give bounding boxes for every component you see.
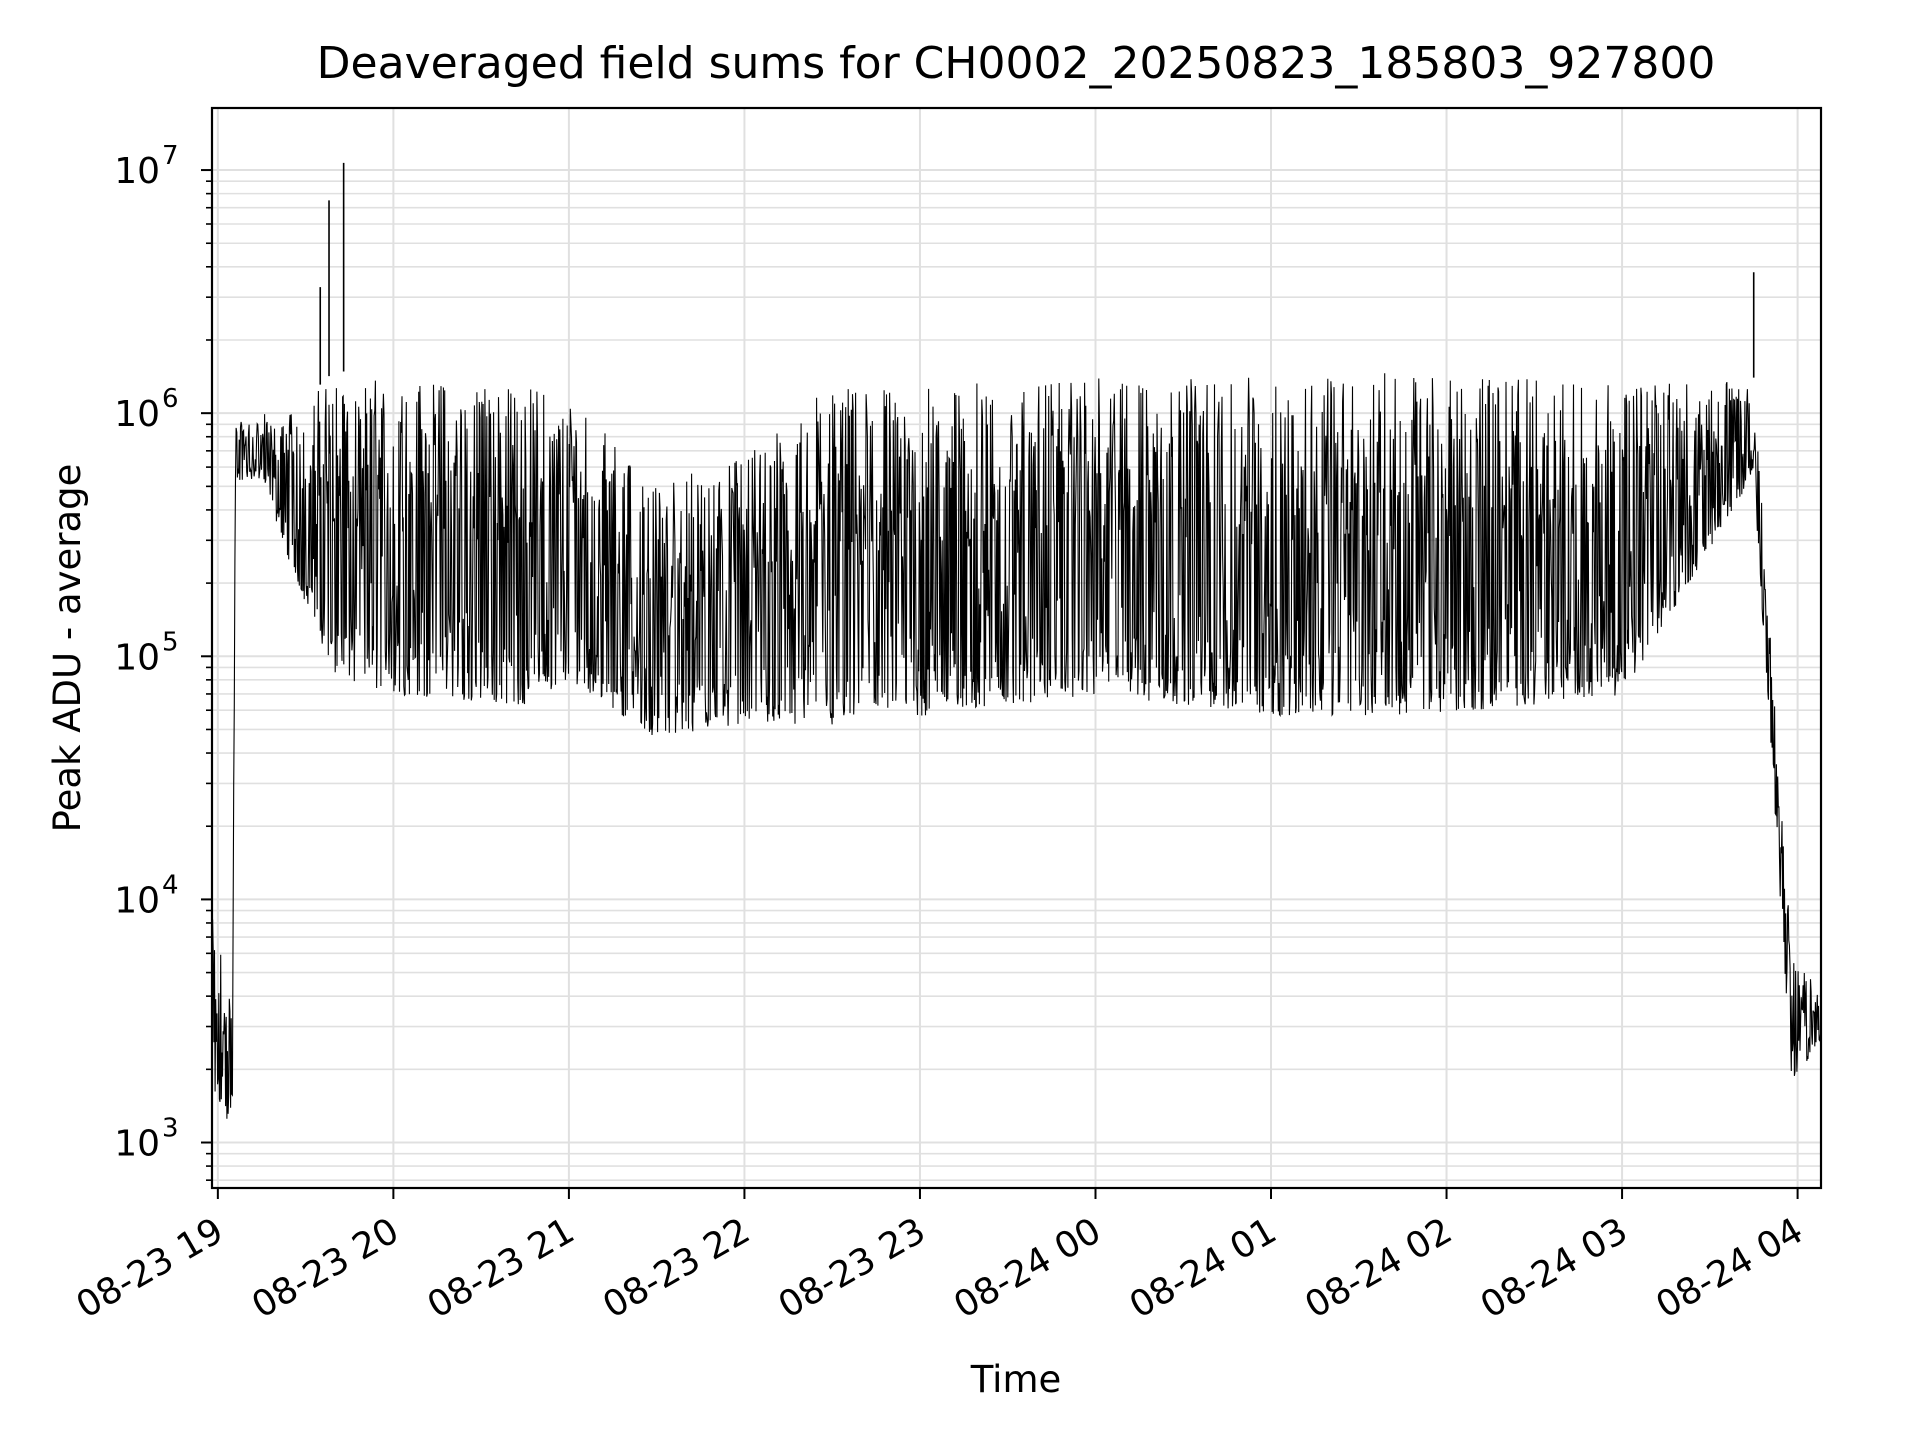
y-tick-label-exponent: 5 bbox=[162, 627, 179, 657]
y-tick-label: 10 bbox=[114, 151, 160, 192]
y-tick-label: 10 bbox=[114, 637, 160, 678]
plot-frame bbox=[210, 106, 1823, 1190]
series-trace bbox=[211, 373, 1822, 1119]
y-tick-label: 10 bbox=[114, 1124, 160, 1165]
y-tick-label-exponent: 3 bbox=[162, 1114, 179, 1144]
series-line bbox=[211, 162, 1822, 1119]
y-tick-label: 10 bbox=[114, 394, 160, 435]
y-tick-label: 10 bbox=[114, 880, 160, 921]
y-tick-label-exponent: 7 bbox=[162, 141, 179, 171]
x-axis-label: Time bbox=[970, 1358, 1062, 1401]
y-tick-label-exponent: 6 bbox=[162, 384, 179, 414]
chart-title: Deaveraged field sums for CH0002_2025082… bbox=[317, 38, 1716, 89]
y-axis-label: Peak ADU - average bbox=[46, 464, 89, 833]
y-tick-label-exponent: 4 bbox=[162, 870, 179, 900]
